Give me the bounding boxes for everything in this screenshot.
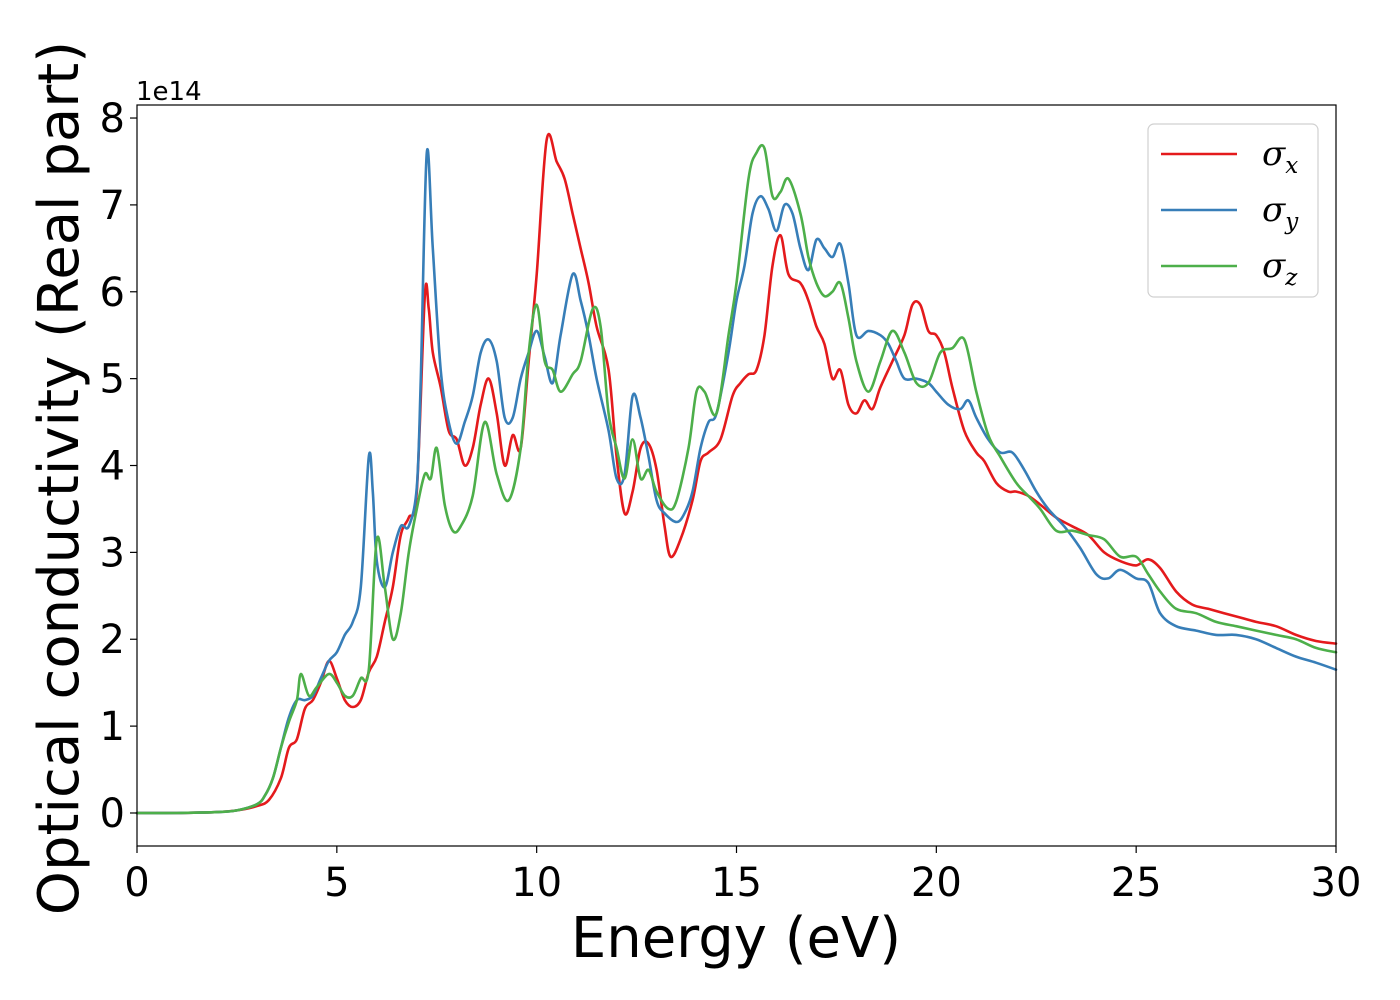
y-tick-label: 0: [100, 791, 125, 837]
x-tick-label: 20: [911, 860, 962, 906]
y-tick-label: 8: [100, 96, 125, 142]
x-axis: 0 5 10 15 20 25 30: [124, 846, 1361, 906]
series-layer: [135, 132, 1338, 815]
x-tick-label: 30: [1311, 860, 1362, 906]
y-tick-label: 4: [100, 444, 125, 490]
y-axis-offset-label: 1e14: [136, 77, 202, 107]
series-line-z: [135, 143, 1338, 815]
y-axis: 0 1 2 3 4 5 6 7 8: [100, 96, 137, 837]
y-tick-label: 3: [100, 530, 125, 576]
y-tick-label: 2: [100, 617, 125, 663]
x-axis-title: Energy (eV): [571, 906, 901, 971]
x-tick-label: 25: [1111, 860, 1162, 906]
x-tick-label: 10: [511, 860, 562, 906]
y-tick-label: 6: [100, 270, 125, 316]
y-tick-label: 5: [100, 357, 125, 403]
y-tick-label: 7: [100, 183, 125, 229]
y-tick-label: 1: [100, 704, 125, 750]
y-axis-title: Optical conductivity (Real part): [27, 41, 92, 915]
series-line-y: [135, 148, 1338, 815]
x-tick-label: 15: [711, 860, 762, 906]
x-tick-label: 5: [324, 860, 349, 906]
x-tick-label: 0: [124, 860, 149, 906]
